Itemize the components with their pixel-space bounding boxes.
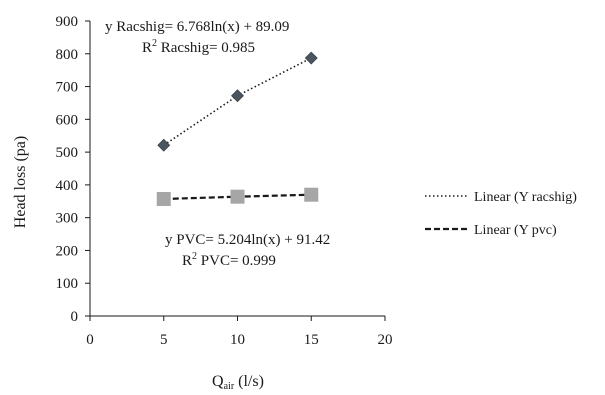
- data-markers: [156, 51, 319, 206]
- y-tick-label: 600: [56, 112, 79, 128]
- y-tick-labels: 0 100 200 300 400 500 600 700 800 900: [56, 14, 79, 325]
- x-tick-labels: 0 5 10 15 20: [86, 332, 392, 348]
- y-tick-label: 100: [56, 276, 79, 292]
- x-tick-label: 20: [378, 332, 393, 348]
- y-tick-label: 300: [56, 211, 79, 227]
- y-tick-label: 800: [56, 47, 79, 63]
- y-tick-label: 200: [56, 243, 79, 259]
- racshig-equation: y Racshig= 6.768ln(x) + 89.09: [105, 19, 289, 35]
- x-tick-label: 10: [230, 332, 245, 348]
- y-tick-label: 400: [56, 178, 79, 194]
- legend-label-pvc: Linear (Y pvc): [474, 223, 557, 238]
- trendlines: [163, 57, 312, 201]
- data-point-pvc: [156, 191, 171, 206]
- racshig-r-squared: R2 Racshig= 0.985: [142, 38, 255, 56]
- data-point-racshig: [157, 138, 171, 152]
- x-tick-label: 0: [86, 332, 94, 348]
- x-axis-title: Qair (l/s): [212, 373, 264, 392]
- data-point-pvc: [304, 187, 319, 202]
- legend: Linear (Y racshig) Linear (Y pvc): [425, 190, 577, 238]
- y-axis-title: Head loss (pa): [12, 136, 29, 228]
- y-tick-label: 0: [71, 309, 79, 325]
- pvc-r-squared: R2 PVC= 0.999: [182, 251, 276, 269]
- data-point-pvc: [230, 189, 245, 204]
- x-tick-label: 15: [304, 332, 319, 348]
- data-point-racshig: [304, 51, 318, 65]
- axes: [85, 20, 386, 321]
- y-tick-label: 900: [56, 14, 79, 30]
- pvc-equation: y PVC= 5.204ln(x) + 91.42: [165, 232, 330, 248]
- legend-label-racshig: Linear (Y racshig): [474, 190, 577, 205]
- data-point-racshig: [231, 89, 244, 103]
- x-tick-label: 5: [160, 332, 168, 348]
- y-tick-label: 500: [56, 145, 79, 161]
- y-tick-label: 700: [56, 80, 79, 96]
